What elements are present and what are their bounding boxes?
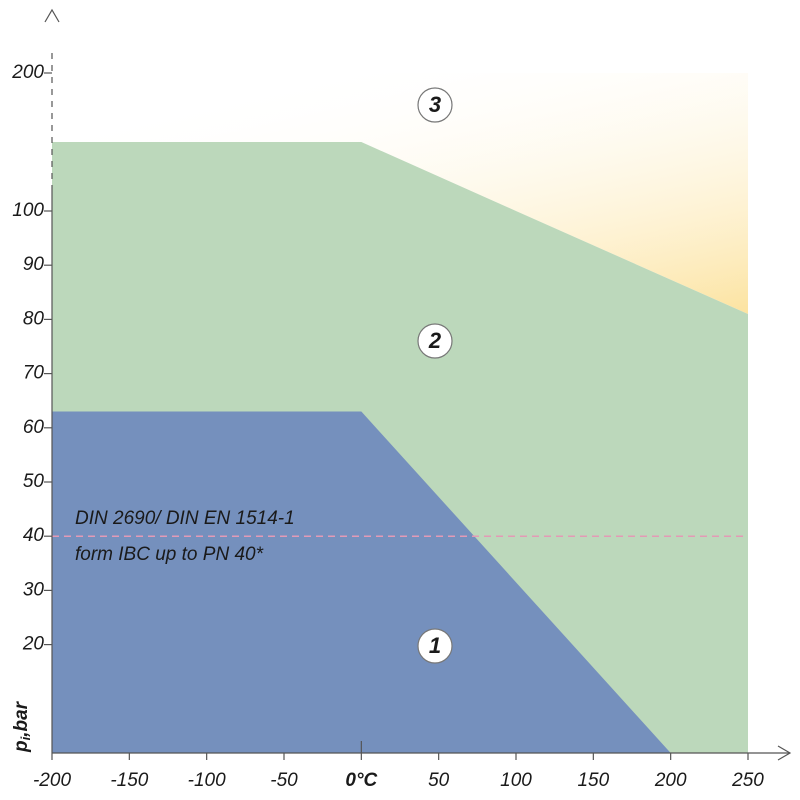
y-tick-label: 100 — [12, 200, 44, 221]
annotation: form IBC up to PN 40* — [75, 544, 264, 565]
x-tick-label: -100 — [188, 770, 226, 791]
x-tick-label: 100 — [500, 770, 532, 791]
region-badge — [417, 87, 453, 123]
region-label: 1 — [429, 633, 441, 658]
region-label: 3 — [429, 92, 441, 117]
x-tick-label: -50 — [270, 770, 298, 791]
x-tick-label: 50 — [428, 770, 450, 791]
region-badge — [417, 628, 453, 664]
y-label-subscript: i — [18, 736, 33, 740]
y-tick-label: 20 — [22, 634, 45, 655]
x-tick-label: 250 — [731, 770, 764, 791]
x-tick-label: -200 — [33, 770, 71, 791]
region-label: 2 — [428, 328, 442, 353]
region — [52, 73, 748, 314]
y-tick-label: 200 — [11, 62, 44, 83]
y-tick-label: 80 — [23, 308, 45, 329]
y-tick-label: 60 — [23, 417, 45, 438]
y-tick-label: 30 — [23, 579, 45, 600]
y-tick-label: 50 — [23, 471, 45, 492]
x-tick-label: 200 — [654, 770, 687, 791]
y-axis-label: pi,bar — [11, 700, 33, 753]
overlay: 3 2 1 DIN 2690/ DIN EN 1514-1 form IBC up to… — [11, 8, 792, 791]
annotation: DIN 2690/ DIN EN 1514-1 — [75, 508, 295, 529]
region-badge — [417, 323, 453, 359]
x-tick-label: -150 — [110, 770, 148, 791]
y-tick-label: 70 — [23, 363, 45, 384]
region — [52, 411, 671, 753]
y-arrow — [44, 8, 60, 23]
y-tick-label: 40 — [23, 525, 45, 546]
y-tick-label: 90 — [23, 254, 45, 275]
x-tick-label: 0°C — [345, 770, 377, 791]
y-label-symbol: p — [11, 740, 32, 753]
x-tick-label: 150 — [577, 770, 609, 791]
y-label-unit: ,bar — [11, 700, 32, 737]
x-arrow — [777, 745, 792, 761]
regions — [52, 73, 748, 753]
